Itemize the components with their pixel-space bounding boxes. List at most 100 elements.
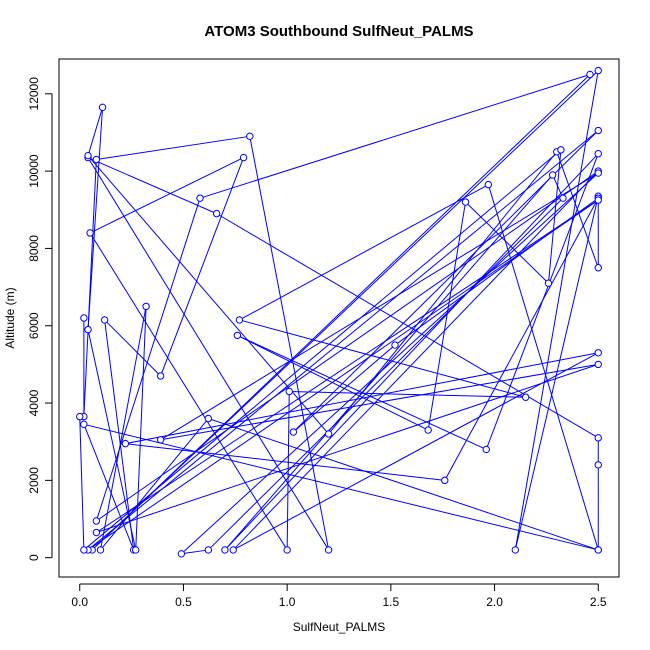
series-segment (239, 319, 526, 398)
series-segment (83, 149, 562, 551)
series-segment (87, 199, 599, 551)
data-point (80, 546, 88, 554)
series-segment (125, 443, 445, 481)
series-segment (87, 107, 104, 330)
y-axis-label: Altitude (m) (3, 287, 17, 348)
data-point (289, 428, 298, 436)
series-segment (181, 549, 209, 555)
series-segment (207, 197, 564, 551)
data-point (594, 349, 602, 357)
series-segment (83, 423, 599, 551)
series-segment (87, 107, 104, 156)
data-point (482, 445, 490, 454)
data-point (594, 434, 602, 442)
data-point (212, 209, 221, 218)
data-point (76, 412, 84, 421)
series-segment (485, 153, 599, 450)
series-segment (237, 334, 487, 450)
series-segment (96, 170, 599, 522)
data-point (92, 155, 101, 164)
data-point (285, 387, 293, 396)
data-point (484, 180, 493, 189)
data-point (559, 194, 567, 202)
data-point (461, 198, 470, 206)
data-point (544, 279, 553, 287)
series-segment (83, 424, 135, 551)
x-tick-label: 1.0 (279, 595, 296, 609)
series-segment (91, 74, 591, 551)
series-segment (208, 418, 599, 551)
x-tick-label: 2.5 (590, 595, 607, 609)
series-segment (96, 363, 599, 534)
data-point (283, 546, 291, 554)
series-segment (216, 213, 599, 439)
series-segment (100, 418, 209, 551)
chart-title: ATOM3 Southbound SulfNeut_PALMS (204, 23, 473, 40)
series-segment (87, 157, 217, 215)
x-axis-label: SulfNeut_PALMS (293, 620, 386, 634)
series-segment (87, 130, 599, 551)
x-tick-label: 2.0 (486, 595, 503, 609)
series-segment (465, 201, 549, 284)
series-segment (487, 184, 599, 551)
data-point (80, 420, 88, 429)
series-segment (232, 352, 599, 551)
data-point (235, 316, 244, 324)
series-segment (89, 157, 244, 234)
data-point (233, 331, 242, 340)
series-segment (427, 201, 467, 431)
data-point (177, 550, 186, 558)
series-segment (547, 149, 562, 284)
data-point (86, 229, 94, 237)
data-point (594, 196, 602, 204)
data-point (98, 103, 107, 112)
data-point (548, 171, 557, 179)
series-segment (289, 390, 526, 398)
series-segment (514, 196, 599, 551)
series-segment (104, 319, 161, 377)
data-point (132, 546, 140, 554)
data-point (586, 70, 594, 79)
data-point (324, 430, 333, 438)
data-point (239, 153, 248, 162)
series-segment (160, 157, 245, 377)
plot-area-frame (58, 58, 620, 578)
data-point (594, 264, 602, 272)
data-point (196, 194, 204, 202)
series-segment (160, 172, 599, 441)
y-tick-label: 10000 (27, 154, 41, 188)
x-tick-label: 1.5 (383, 595, 400, 609)
series-segment (444, 197, 599, 481)
data-point (594, 169, 602, 177)
data-point (594, 66, 602, 75)
data-point (92, 517, 101, 525)
series-segment (79, 416, 85, 550)
y-tick-label: 6000 (27, 312, 41, 339)
series-layer (79, 70, 599, 555)
data-point (594, 360, 602, 369)
series-segment (89, 232, 288, 551)
x-axis: 0.0 0.5 1.0 1.5 2.0 2.5 (71, 583, 607, 609)
data-point (84, 325, 92, 334)
series-segment (514, 70, 599, 551)
data-point (156, 436, 165, 444)
y-tick-label: 0 (27, 554, 41, 561)
data-point (521, 393, 530, 401)
data-point (96, 546, 105, 554)
series-segment (96, 199, 599, 533)
series-segment (224, 174, 554, 551)
data-point (142, 302, 150, 311)
series-segment (239, 184, 489, 321)
y-tick-label: 8000 (27, 235, 41, 262)
y-axis: 0 2000 4000 6000 8000 10000 12000 (27, 77, 53, 561)
series-segment (328, 151, 558, 435)
series-segment (237, 334, 429, 431)
series-segment (87, 157, 330, 551)
series-segment (224, 153, 599, 551)
x-tick-label: 0.0 (71, 595, 88, 609)
data-point (324, 546, 333, 554)
data-point (204, 414, 213, 423)
data-point (80, 314, 88, 322)
data-point (594, 546, 602, 554)
